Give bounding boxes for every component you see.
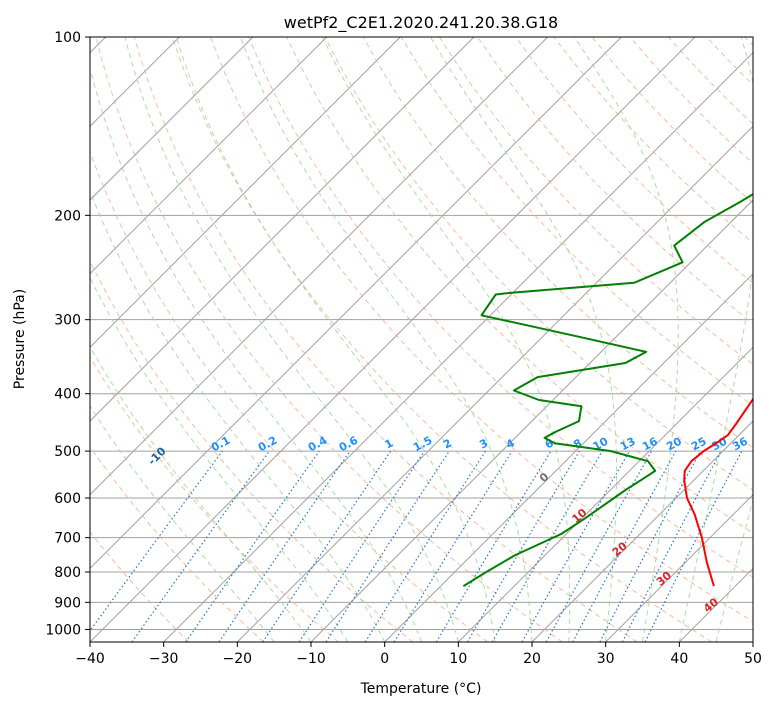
mixing-ratio-label: 13	[618, 435, 638, 454]
mixing-ratio-label: 30	[710, 435, 730, 454]
moist-adiabat-line	[322, 37, 571, 642]
moist-adiabat-line	[90, 345, 312, 642]
dry-adiabat-line	[90, 531, 190, 642]
moist-adiabat-line	[175, 37, 496, 642]
x-tick-label: 0	[380, 651, 389, 667]
isotherm-line	[163, 51, 753, 642]
moist-adiabat-line	[90, 189, 386, 642]
mixing-ratio-line	[90, 450, 223, 632]
moist-adiabat-line	[90, 276, 349, 642]
y-tick-label: 400	[54, 387, 81, 403]
mixing-ratio-label: 16	[640, 435, 660, 454]
isotherm-line	[90, 37, 254, 201]
temperature-profile	[683, 397, 753, 587]
dry-adiabat-line	[248, 37, 753, 578]
y-tick-label: 800	[54, 565, 81, 581]
mixing-ratio-line	[393, 450, 513, 642]
dry-adiabat-line	[171, 37, 712, 642]
x-tick-label: 20	[523, 651, 541, 667]
x-tick-label: −30	[149, 651, 179, 667]
y-tick-label: 700	[54, 531, 81, 547]
dry-adiabat-line	[400, 37, 753, 407]
line-labels: 0.10.20.40.611.52346810131620253036-100-…	[90, 421, 750, 615]
isotherm-line	[90, 37, 401, 349]
isotherm-line	[90, 37, 549, 496]
y-tick-label: 600	[54, 491, 81, 507]
mixing-ratio-label: 20	[664, 435, 684, 454]
isotherm-line	[90, 37, 622, 570]
isotherm-line	[457, 346, 753, 642]
isotherm-line	[236, 125, 753, 642]
dry-adiabat-line	[210, 37, 753, 623]
mixing-ratio-line	[325, 450, 450, 642]
plot-frame	[89, 36, 754, 643]
dry-adiabat-line	[133, 37, 638, 642]
dry-adiabat-line	[515, 37, 753, 284]
isotherm-line	[90, 37, 328, 275]
y-tick-label: 100	[54, 30, 81, 46]
isotherm-line	[90, 37, 475, 422]
isotherm-line	[384, 272, 753, 642]
dry-adiabat-line	[286, 37, 753, 534]
dewpoint-profile	[462, 193, 753, 587]
y-tick-label: 900	[54, 595, 81, 611]
x-tick-label: −10	[296, 651, 326, 667]
dry-adiabat-line	[95, 37, 563, 642]
mixing-ratio-line	[298, 450, 425, 642]
x-tick-label: −40	[75, 651, 105, 667]
mixing-ratio-label: 25	[689, 435, 709, 454]
mixing-ratio-line	[131, 450, 270, 642]
x-axis-title: Temperature (°C)	[360, 681, 482, 697]
moist-adiabat-line	[430, 37, 617, 642]
dry-adiabat-line	[90, 356, 339, 642]
y-tick-label: 200	[54, 208, 81, 224]
x-tick-label: 50	[744, 651, 762, 667]
dry-adiabat-line	[90, 150, 488, 642]
mixing-ratio-line	[545, 450, 653, 642]
chart-title: wetPf2_C2E1.2020.241.20.38.G18	[284, 13, 558, 33]
dry-adiabat-line	[90, 445, 264, 642]
isotherm-line	[531, 420, 753, 642]
moist-adiabat-line	[574, 37, 679, 642]
mixing-ratio-line	[644, 450, 743, 642]
isotherm-line	[605, 493, 753, 642]
mixing-ratio-line	[521, 450, 631, 642]
moist-adiabat-line	[90, 405, 275, 642]
moist-adiabat-line	[90, 65, 422, 642]
x-tick-label: 40	[670, 651, 688, 667]
y-tick-label: 500	[54, 444, 81, 460]
moist-adiabat-line	[239, 37, 533, 642]
mixing-ratio-line	[572, 450, 677, 642]
x-tick-label: 30	[597, 651, 615, 667]
y-tick-label: 1000	[45, 622, 81, 638]
mixing-ratio-line	[218, 450, 351, 642]
y-axis-title: Pressure (hPa)	[12, 289, 28, 389]
background-lines	[90, 37, 753, 642]
profile-lines	[462, 193, 753, 587]
y-tick-label: 300	[54, 313, 81, 329]
mixing-ratio-label: 36	[730, 435, 750, 454]
axes: −40 −30 −20 −10 0 10 20 30 40 50 100 200 300 400 500 60…	[45, 30, 762, 667]
x-tick-label: 10	[449, 651, 467, 667]
dry-adiabat-line	[90, 259, 414, 642]
dry-adiabat-line	[438, 37, 753, 366]
mixing-ratio-line	[262, 450, 392, 642]
mixing-ratio-line	[185, 450, 320, 642]
moist-adiabat-line	[124, 37, 459, 642]
x-tick-label: −20	[223, 651, 253, 667]
